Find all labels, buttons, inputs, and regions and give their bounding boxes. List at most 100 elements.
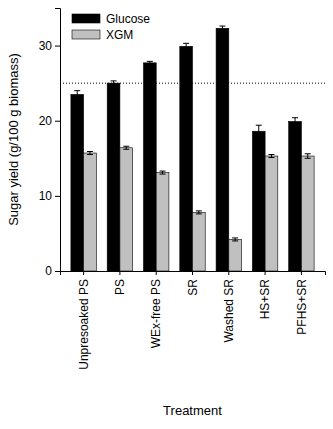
bar [229,239,242,271]
error-cap [74,90,80,91]
x-tick-mark [119,271,120,275]
error-cap [147,64,153,65]
error-bar [292,118,298,126]
y-tick-label: 0 [45,264,52,278]
error-cap [196,210,202,211]
error-cap [183,43,189,44]
error-cap [219,26,225,27]
series [71,26,302,271]
error-line [222,26,223,31]
y-tick-label: 30 [39,39,53,53]
error-bar [232,238,238,241]
bar [84,153,97,271]
bar [120,148,133,271]
x-tick-mark [192,271,193,275]
error-bar [147,61,153,64]
legend: GlucoseXGM [72,12,150,42]
bar [156,173,169,271]
y-tick-mark [55,121,60,122]
x-tick: WEx-free PS [149,271,163,348]
x-tick: Unpresoaked PS [77,271,91,370]
x-tick: PS [113,271,127,295]
y-tick: 20 [39,114,60,128]
y-axis: 0 10 20 30 [39,9,61,279]
marks [60,26,325,271]
x-tick: Washed SR [222,271,236,343]
x-tick: HS+SR [258,271,272,319]
x-tick-mark [156,271,157,275]
legend-swatch [72,30,100,39]
error-cap [292,125,298,126]
y-tick: 10 [39,189,60,203]
chart: 0 10 20 30 Unpresoaked PS PS WEx-free PS SR Wash… [0,0,333,429]
legend-item: Glucose [72,12,150,26]
error-cap [232,237,238,238]
error-cap [305,158,311,159]
error-cap [147,61,153,62]
y-tick: 0 [45,264,60,278]
x-tick-label: HS+SR [258,279,272,320]
error-line [113,81,114,86]
error-cap [268,154,274,155]
bar [301,156,314,271]
error-cap [219,30,225,31]
error-line [186,43,187,49]
x-tick-label: WEx-free PS [149,279,163,348]
error-bar [183,43,189,49]
y-tick-label: 10 [39,189,53,203]
error-cap [123,149,129,150]
bar [71,94,84,271]
error-cap [196,213,202,214]
bar [265,156,278,271]
error-cap [160,171,166,172]
bar [216,28,229,271]
legend-label: Glucose [106,12,150,26]
x-tick-mark [228,271,229,275]
error-bar [256,125,262,137]
error-cap [256,125,262,126]
x-tick-label: Washed SR [222,279,236,343]
error-bar [196,211,202,214]
error-line [295,118,296,126]
error-cap [256,137,262,138]
error-cap [111,80,117,81]
y-tick-mark [55,271,60,272]
error-bar [219,26,225,31]
error-cap [87,151,93,152]
error-bar [305,154,311,159]
x-tick-mark [265,271,266,275]
error-line [307,154,308,159]
x-tick-label: PS [113,279,127,295]
y-tick-label: 20 [39,114,53,128]
error-cap [232,240,238,241]
error-bar [268,155,274,158]
error-cap [87,154,93,155]
error-cap [292,117,298,118]
y-tick-mark [55,196,60,197]
bar [180,46,193,271]
legend-swatch [72,14,100,23]
x-tick: SR [186,271,200,296]
error-bar [160,171,166,174]
error-cap [305,153,311,154]
error-line [258,125,259,137]
error-cap [74,98,80,99]
error-line [77,91,78,99]
error-cap [268,157,274,158]
y-axis-line [55,9,61,272]
error-cap [111,85,117,86]
y-axis-title: Sugar yield (g/100 g biomass) [6,53,21,226]
bar [289,121,302,271]
x-tick-label: Unpresoaked PS [77,279,91,370]
bar [252,131,265,271]
error-bar [74,91,80,99]
x-axis-line [61,272,326,276]
y-tick: 30 [39,39,60,53]
x-tick-label: SR [186,279,200,296]
series [84,146,315,271]
x-tick-mark [301,271,302,275]
error-cap [160,174,166,175]
x-tick-label: PFHS+SR [295,279,309,335]
x-axis: Unpresoaked PS PS WEx-free PS SR Washed SR HS… [61,271,326,370]
x-tick-mark [83,271,84,275]
